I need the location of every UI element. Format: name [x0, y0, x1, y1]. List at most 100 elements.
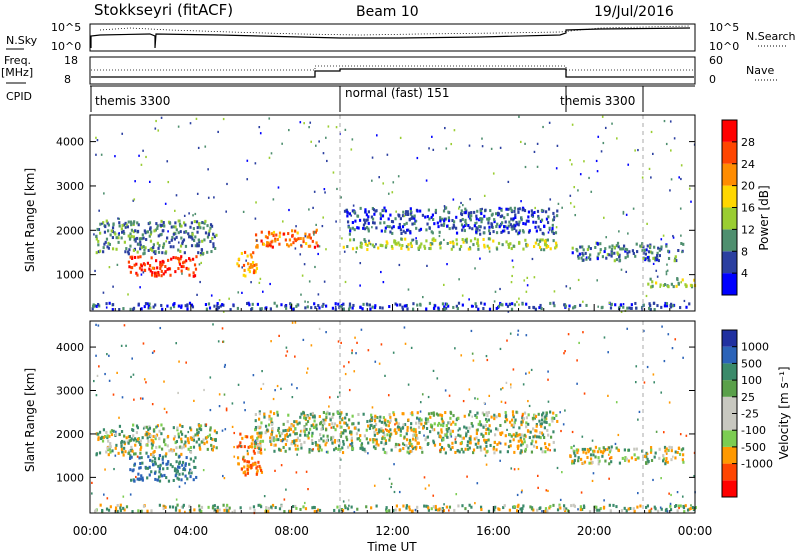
echo-cell — [519, 507, 522, 511]
echo-cell — [668, 401, 671, 404]
echo-cell — [675, 259, 678, 263]
echo-cell — [148, 227, 152, 231]
echo-cell — [411, 437, 415, 441]
echo-cell — [307, 431, 311, 435]
echo-cell — [151, 453, 154, 457]
echo-cell — [291, 396, 294, 399]
echo-cell — [470, 505, 473, 509]
echo-cell — [437, 431, 440, 435]
echo-cell — [664, 301, 667, 305]
echo-cell — [359, 261, 362, 265]
echo-cell — [599, 251, 602, 254]
echo-cell — [243, 445, 246, 449]
echo-cell — [389, 432, 392, 436]
echo-cell — [624, 456, 627, 460]
echo-cell — [651, 280, 654, 284]
echo-cell — [484, 208, 487, 212]
echo-cell — [187, 441, 190, 445]
echo-cell — [224, 363, 227, 367]
echo-cell — [516, 493, 519, 497]
echo-cell — [200, 248, 204, 252]
echo-cell — [596, 279, 599, 282]
echo-cell — [360, 442, 364, 446]
echo-cell — [655, 258, 658, 262]
echo-cell — [123, 508, 126, 512]
echo-cell — [153, 350, 156, 353]
echo-cell — [645, 461, 648, 465]
echo-cell — [448, 394, 451, 397]
echo-cell — [553, 448, 556, 452]
echo-cell — [442, 421, 445, 425]
echo-cell — [597, 135, 600, 138]
echo-cell — [359, 206, 362, 210]
echo-cell — [367, 452, 369, 455]
echo-cell — [419, 227, 423, 231]
echo-cell — [380, 429, 383, 433]
echo-cell — [509, 206, 512, 210]
echo-cell — [394, 431, 398, 435]
echo-cell — [670, 458, 673, 462]
echo-cell — [507, 243, 510, 247]
echo-cell — [108, 266, 111, 269]
echo-cell — [565, 285, 568, 288]
echo-cell — [397, 175, 400, 178]
echo-cell — [553, 304, 556, 308]
echo-cell — [688, 187, 691, 190]
echo-cell — [552, 231, 555, 235]
echo-cell — [129, 255, 132, 259]
echo-cell — [181, 272, 183, 275]
echo-cell — [268, 156, 271, 159]
echo-cell — [144, 466, 148, 470]
echo-cell — [385, 506, 388, 510]
echo-cell — [231, 402, 234, 405]
echo-cell — [118, 232, 120, 235]
echo-cell — [364, 239, 367, 243]
echo-cell — [346, 214, 349, 218]
echo-cell — [308, 450, 311, 454]
echo-cell — [487, 237, 490, 241]
echo-cell — [182, 503, 185, 507]
echo-cell — [130, 445, 133, 449]
echo-cell — [167, 180, 170, 184]
echo-cell — [121, 450, 124, 454]
echo-cell — [443, 305, 446, 309]
echo-cell — [127, 252, 130, 256]
echo-cell — [272, 397, 275, 401]
echo-cell — [305, 427, 308, 431]
echo-cell — [398, 449, 401, 453]
echo-cell — [431, 231, 434, 235]
echo-cell — [256, 439, 259, 443]
echo-cell — [226, 503, 229, 507]
echo-cell — [134, 255, 137, 259]
echo-cell — [383, 421, 387, 425]
echo-cell — [270, 438, 273, 442]
echo-cell — [299, 430, 302, 433]
echo-cell — [407, 418, 410, 422]
echo-cell — [544, 507, 548, 511]
echo-cell — [145, 432, 148, 436]
echo-cell — [395, 210, 397, 213]
echo-cell — [461, 436, 464, 440]
echo-cell — [323, 280, 326, 283]
echo-cell — [542, 248, 546, 252]
echo-cell — [278, 334, 280, 337]
echo-cell — [374, 422, 378, 426]
echo-cell — [305, 470, 308, 473]
echo-cell — [539, 303, 542, 307]
echo-cell — [468, 388, 471, 391]
echo-cell — [685, 434, 688, 437]
echo-cell — [127, 234, 130, 238]
echo-cell — [371, 226, 373, 229]
echo-cell — [642, 257, 645, 261]
echo-cell — [202, 226, 205, 230]
echo-cell — [641, 249, 644, 253]
colorbar-swatch — [722, 346, 737, 364]
echo-cell — [412, 429, 415, 433]
echo-cell — [295, 304, 298, 308]
echo-cell — [257, 460, 260, 464]
echo-cell — [382, 280, 385, 284]
echo-cell — [124, 450, 127, 454]
echo-cell — [595, 505, 598, 509]
echo-cell — [136, 477, 139, 481]
